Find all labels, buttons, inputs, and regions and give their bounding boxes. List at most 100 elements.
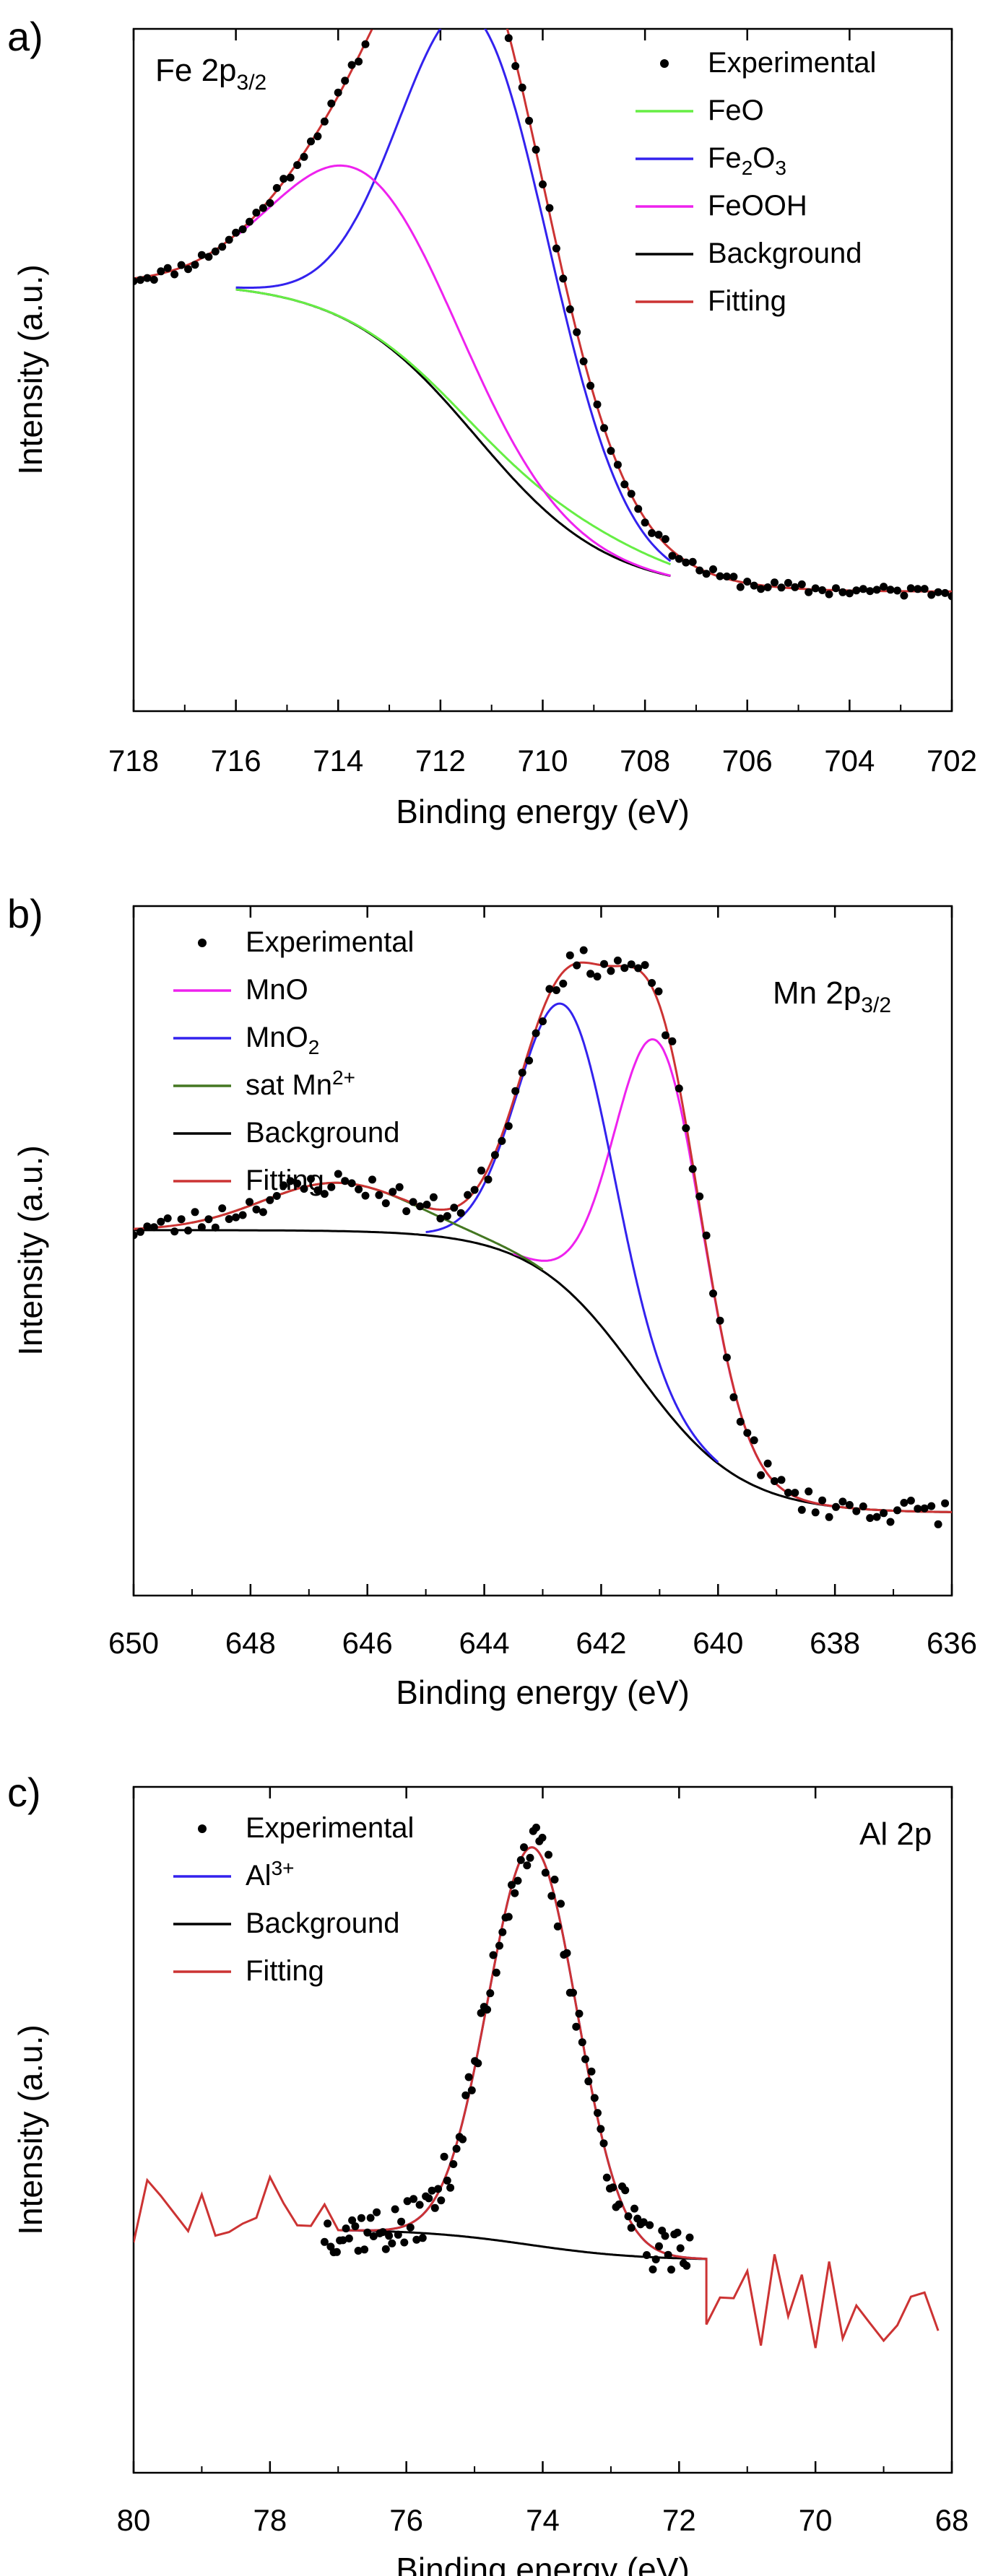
legend-label: Al3+​: [246, 1857, 295, 1892]
data-point: [498, 1136, 506, 1145]
x-tick-label: 642: [576, 1626, 626, 1660]
data-point: [613, 956, 622, 965]
data-point: [143, 274, 152, 282]
data-point: [523, 1861, 532, 1870]
series-line-feo: [235, 288, 672, 565]
data-point: [763, 583, 772, 591]
data-point: [547, 1892, 556, 1900]
data-point: [852, 1507, 861, 1515]
legend: Experimental MnO MnO2​ sat Mn2+​ Background F…: [173, 926, 414, 1196]
data-point: [545, 1850, 552, 1859]
data-point: [557, 1900, 565, 1908]
data-point: [464, 2073, 473, 2081]
data-point: [655, 2242, 663, 2250]
data-point: [620, 964, 629, 972]
data-point: [464, 1191, 472, 1199]
data-point: [900, 1499, 909, 1507]
data-point: [259, 1208, 267, 1217]
data-point: [402, 1207, 411, 1216]
data-point: [590, 2094, 599, 2102]
data-point: [805, 1487, 813, 1496]
data-point: [355, 57, 363, 66]
data-point: [347, 1179, 356, 1188]
data-point: [627, 489, 636, 498]
legend-label: Background: [246, 1907, 399, 1939]
data-point: [422, 1201, 431, 1209]
data-point: [307, 137, 315, 146]
data-point: [348, 2216, 357, 2224]
data-point: [729, 1393, 738, 1401]
data-point: [495, 1941, 503, 1950]
data-point: [449, 2160, 458, 2168]
data-point: [136, 1227, 144, 1236]
data-point: [430, 2203, 439, 2212]
data-point: [553, 1922, 562, 1931]
data-point: [702, 1231, 711, 1240]
data-point: [602, 2173, 611, 2182]
data-point: [676, 2244, 685, 2253]
data-point: [370, 29, 375, 30]
data-point: [661, 2232, 669, 2240]
data-point: [342, 2224, 350, 2233]
data-point: [197, 251, 206, 259]
data-point: [716, 1316, 724, 1325]
data-point: [906, 1497, 915, 1505]
data-point: [872, 586, 881, 594]
data-point: [477, 2009, 485, 2017]
data-point: [440, 2152, 448, 2161]
data-point: [177, 1215, 186, 1224]
data-point: [880, 1509, 888, 1518]
series-line-fitting: [134, 1846, 940, 2349]
data-point: [646, 2221, 654, 2229]
data-point: [357, 2214, 365, 2222]
x-tick-label: 640: [693, 1626, 743, 1660]
data-point: [320, 2237, 329, 2246]
plot-area: [134, 2, 952, 601]
data-point: [225, 235, 233, 244]
data-point: [948, 592, 952, 601]
data-point: [416, 1202, 425, 1211]
data-point: [375, 16, 383, 24]
data-point: [565, 305, 574, 313]
data-point: [157, 1217, 165, 1226]
legend-label: sat Mn2+​: [246, 1066, 355, 1101]
data-point: [397, 2217, 406, 2226]
data-point: [586, 381, 595, 390]
data-point: [259, 204, 267, 212]
data-point: [750, 581, 758, 590]
data-point: [624, 2212, 633, 2221]
data-point: [784, 1489, 792, 1497]
data-point: [394, 2230, 402, 2239]
data-point: [559, 979, 568, 988]
data-point: [459, 2135, 467, 2144]
data-point: [361, 40, 370, 48]
panel-c-al-2p: c) 80 78 76 74 72 70 68 Binding energy (eV) Inten…: [7, 1770, 968, 2576]
data-point: [483, 2006, 492, 2014]
data-point: [750, 1436, 758, 1445]
data-point: [845, 589, 854, 598]
data-point: [436, 1214, 445, 1223]
data-point: [777, 1476, 786, 1484]
data-point: [675, 554, 683, 563]
data-point: [452, 2144, 461, 2153]
data-point: [504, 1122, 513, 1131]
data-point: [777, 583, 786, 592]
data-point: [498, 2, 506, 10]
data-point: [743, 578, 752, 586]
plot-area: [134, 1823, 940, 2349]
data-point: [941, 588, 950, 597]
plot-frame: [132, 27, 953, 713]
data-point: [293, 161, 302, 170]
data-point: [437, 2196, 446, 2205]
data-point: [688, 1165, 697, 1173]
data-point: [149, 276, 158, 284]
data-point: [360, 2245, 369, 2254]
data-point: [880, 583, 888, 591]
data-point: [204, 253, 213, 261]
data-point: [682, 1124, 690, 1133]
data-point: [279, 175, 288, 183]
data-point: [587, 2067, 596, 2076]
data-point: [920, 585, 929, 593]
data-point: [586, 970, 595, 978]
panel-b-mn-2p: b) 650 648 646 644 642 640 638 636 Binding energy…: [7, 891, 977, 1711]
